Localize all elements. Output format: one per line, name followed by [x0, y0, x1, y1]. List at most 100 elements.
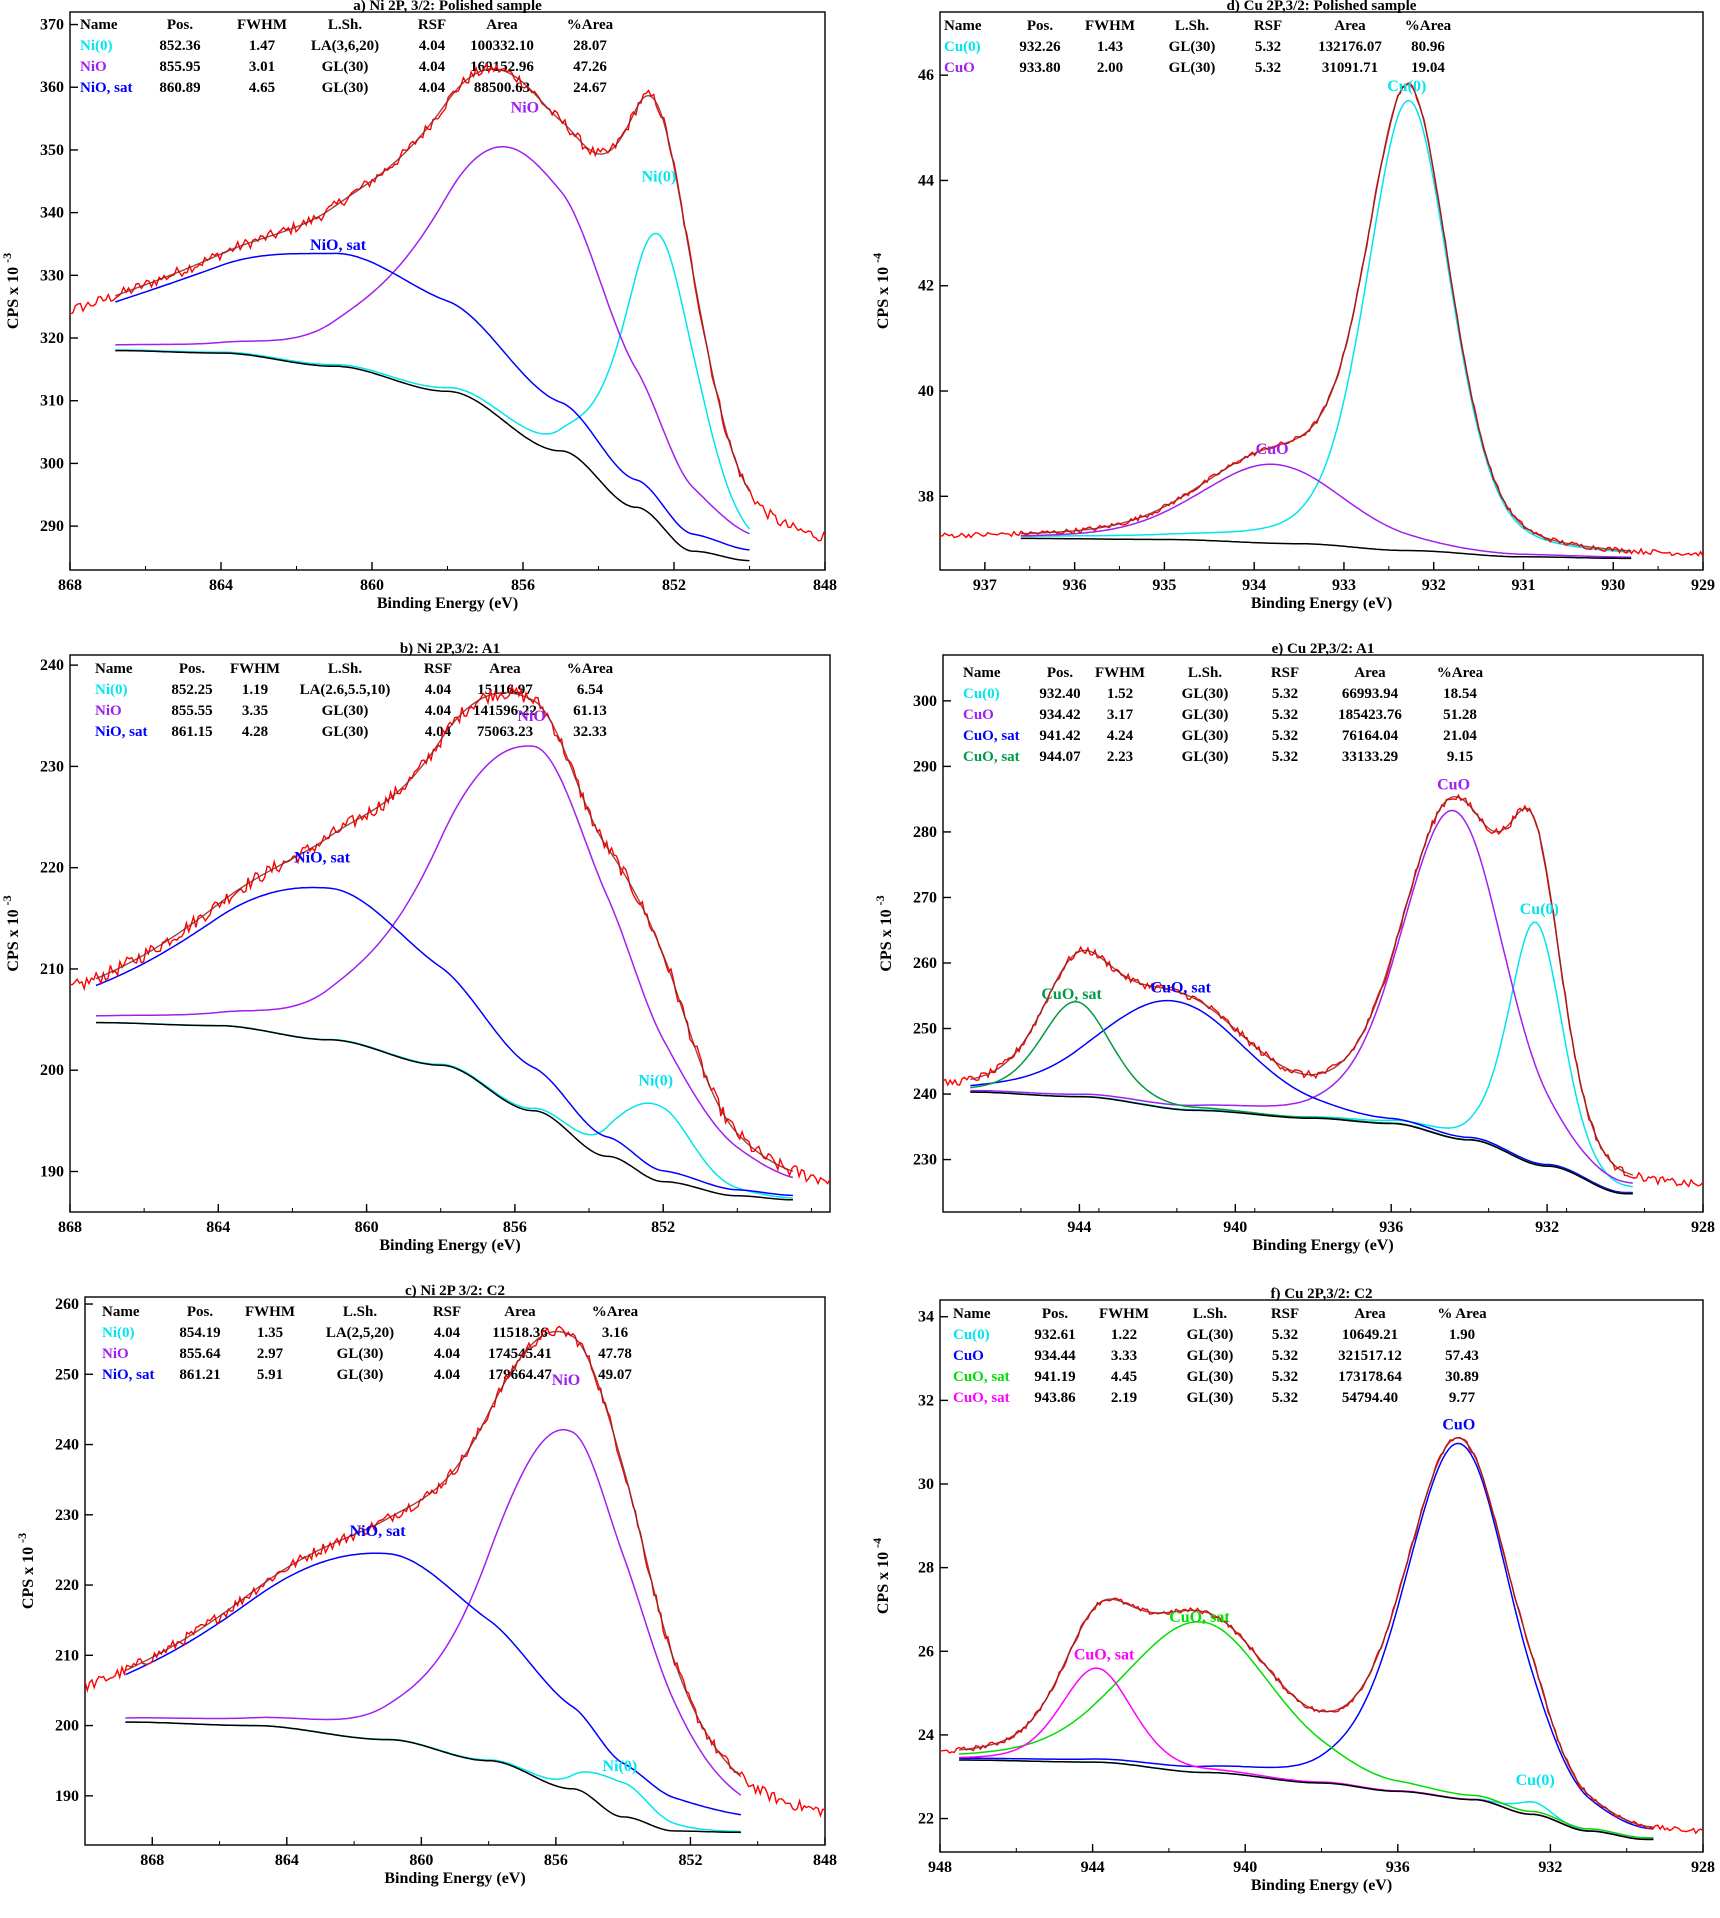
- table-cell: GL(30): [1187, 1348, 1234, 1364]
- table-cell: 174545.41: [488, 1346, 552, 1362]
- y-tick-label: 360: [40, 79, 64, 96]
- table-header-cell: L.Sh.: [328, 661, 362, 677]
- table-header-cell: %Area: [567, 661, 614, 677]
- table-cell: 4.04: [434, 1346, 461, 1362]
- plot-area: [70, 62, 825, 562]
- table-cell: 1.35: [257, 1325, 283, 1341]
- x-tick-label: 928: [1691, 1219, 1715, 1236]
- y-tick-label: 330: [40, 267, 64, 284]
- x-tick-label: 860: [355, 1219, 379, 1236]
- peak-label: CuO: [1437, 776, 1470, 793]
- envelope-curve: [125, 1330, 742, 1778]
- table-cell: 88500.63: [474, 80, 530, 96]
- plot-area: [70, 684, 830, 1201]
- component-curve: [125, 1552, 742, 1816]
- table-cell: 5.32: [1272, 1390, 1298, 1406]
- table-cell: Cu(0): [944, 39, 981, 55]
- component-curve: [970, 999, 1633, 1194]
- table-cell: CuO: [963, 707, 994, 723]
- table-header-cell: %Area: [1405, 18, 1452, 34]
- chart-title: c) Ni 2P 3/2: C2: [405, 1283, 505, 1299]
- x-tick-label: 936: [1379, 1219, 1403, 1236]
- table-header-cell: L.Sh.: [1193, 1306, 1227, 1322]
- table-cell: 1.22: [1111, 1327, 1137, 1343]
- component-curve: [1020, 99, 1632, 553]
- table-header-cell: %Area: [1437, 665, 1484, 681]
- table-cell: 57.43: [1445, 1348, 1479, 1364]
- x-tick-label: 848: [813, 1852, 837, 1869]
- table-header-cell: %Area: [567, 17, 614, 33]
- table-cell: 861.21: [179, 1367, 220, 1383]
- y-tick-label: 40: [918, 383, 934, 400]
- y-tick-label: 350: [40, 142, 64, 159]
- table-cell: 10649.21: [1342, 1327, 1398, 1343]
- y-axis-label: CPS x 10 -3: [0, 895, 22, 971]
- chart-panel-1: a) Ni 2P, 3/2: Polished sample 868 864 860 8…: [0, 0, 837, 612]
- envelope-curve: [115, 68, 751, 492]
- table-cell: 75063.23: [477, 724, 533, 740]
- component-curve: [959, 1621, 1654, 1839]
- table-cell: 9.15: [1447, 749, 1473, 765]
- table-cell: 1.47: [249, 38, 276, 54]
- y-tick-label: 240: [913, 1086, 937, 1103]
- table-header-cell: %Area: [592, 1304, 639, 1320]
- table-cell: LA(3,6,20): [311, 38, 379, 54]
- table-cell: 169152.96: [470, 59, 534, 75]
- chart-title: d) Cu 2P,3/2: Polished sample: [1227, 0, 1417, 14]
- table-header-cell: L.Sh.: [343, 1304, 377, 1320]
- table-header-cell: Pos.: [179, 661, 206, 677]
- table-cell: 3.01: [249, 59, 275, 75]
- table-cell: GL(30): [1169, 60, 1216, 76]
- y-tick-label: 270: [913, 889, 937, 906]
- table-cell: 47.78: [598, 1346, 632, 1362]
- table-cell: 855.55: [171, 703, 212, 719]
- table-header-cell: Name: [95, 661, 133, 677]
- table-cell: 1.52: [1107, 686, 1133, 702]
- table-header-cell: RSF: [1271, 665, 1299, 681]
- table-header-cell: Pos.: [187, 1304, 214, 1320]
- x-axis-label: Binding Energy (eV): [379, 1237, 520, 1254]
- table-cell: GL(30): [322, 80, 369, 96]
- table-header-cell: Name: [80, 17, 118, 33]
- table-cell: 5.32: [1272, 1348, 1298, 1364]
- x-axis-label: Binding Energy (eV): [384, 1870, 525, 1887]
- fit-table: Name Pos. FWHM L.Sh. RSF Area %Area Cu(0) 932.26…: [944, 18, 1452, 76]
- envelope-curve: [1020, 83, 1632, 552]
- y-tick-label: 220: [55, 1577, 79, 1594]
- table-cell: 855.95: [159, 59, 200, 75]
- table-header-cell: L.Sh.: [1188, 665, 1222, 681]
- background-curve: [1020, 537, 1632, 560]
- y-tick-label: 190: [55, 1788, 79, 1805]
- table-cell: 179664.47: [488, 1367, 552, 1383]
- table-cell: 24.67: [573, 80, 607, 96]
- x-tick-label: 852: [662, 577, 686, 594]
- table-cell: 3.35: [242, 703, 268, 719]
- y-tick-label: 190: [40, 1163, 64, 1180]
- table-header-cell: FWHM: [245, 1304, 295, 1320]
- table-cell: 932.26: [1019, 39, 1061, 55]
- table-cell: 4.24: [1107, 728, 1134, 744]
- x-tick-label: 848: [813, 577, 837, 594]
- peak-label: CuO, sat: [1151, 979, 1212, 996]
- table-header-cell: Area: [486, 17, 518, 33]
- x-tick-label: 944: [1067, 1219, 1091, 1236]
- chart-panel-3: c) Ni 2P 3/2: C2 868 864 860 856 852 848 190 200…: [15, 1283, 837, 1887]
- component-curve: [1020, 463, 1632, 558]
- raw-data-curve: [940, 1436, 1703, 1835]
- table-cell: GL(30): [337, 1367, 384, 1383]
- y-tick-label: 340: [40, 205, 64, 222]
- plot-frame: [84, 1296, 826, 1846]
- component-curve: [115, 145, 750, 535]
- peak-label: CuO, sat: [1074, 1647, 1135, 1664]
- table-cell: NiO, sat: [80, 80, 133, 96]
- table-header-cell: Area: [1334, 18, 1366, 34]
- table-header-cell: FWHM: [1095, 665, 1145, 681]
- table-cell: LA(2,5,20): [326, 1325, 394, 1341]
- x-tick-label: 944: [1081, 1859, 1105, 1876]
- plot-area: [940, 81, 1703, 560]
- table-cell: 5.32: [1272, 1327, 1298, 1343]
- table-cell: 6.54: [577, 682, 604, 698]
- x-tick-label: 933: [1332, 577, 1356, 594]
- table-header-cell: FWHM: [237, 17, 287, 33]
- component-curve: [970, 921, 1633, 1188]
